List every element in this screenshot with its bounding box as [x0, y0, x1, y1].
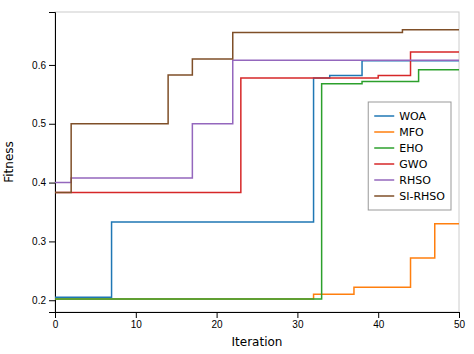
x-tick-mark	[297, 312, 298, 318]
x-axis: 0 10 20 30 40 50	[53, 312, 466, 330]
y-tick: 0.2	[32, 295, 55, 306]
legend-label: GWO	[399, 158, 427, 171]
y-tick-mark	[49, 124, 55, 125]
legend-entry: EHO	[374, 142, 423, 155]
legend-label: RHSO	[399, 174, 431, 187]
lines	[55, 30, 459, 299]
legend-label: MFO	[399, 126, 424, 139]
x-tick: 20	[212, 312, 224, 330]
x-tick: 40	[373, 312, 385, 330]
legend-label: EHO	[399, 142, 423, 155]
legend-swatch	[374, 131, 394, 133]
legend-swatch	[374, 115, 394, 117]
legend-swatch	[374, 179, 394, 181]
y-tick-mark	[49, 300, 55, 301]
x-tick: 30	[292, 312, 304, 330]
y-tick-label: 0.4	[32, 177, 46, 188]
x-tick-mark	[217, 312, 218, 318]
legend: WOA MFO EHO GWO RHSO SI-RHSO	[368, 102, 451, 210]
x-tick: 10	[131, 312, 143, 330]
y-tick: 0.6	[32, 60, 55, 71]
series-line	[55, 70, 459, 299]
series-line	[55, 30, 459, 193]
legend-label: WOA	[399, 110, 426, 123]
y-tick-label: 0.6	[32, 60, 46, 71]
legend-swatch	[374, 195, 394, 197]
x-axis-title: Iteration	[232, 335, 283, 349]
plot: 0 10 20 30 40 50 0.2 0.3 0.4 0.5 0.6 Iteration Fitne…	[2, 12, 465, 349]
x-tick-mark	[459, 312, 460, 318]
y-tick-mark	[49, 65, 55, 66]
y-tick: 0.3	[32, 236, 55, 247]
legend-entry: RHSO	[374, 174, 431, 187]
x-tick-label: 30	[292, 319, 304, 330]
y-axis: 0.2 0.3 0.4 0.5 0.6	[32, 13, 55, 313]
y-tick: 0.4	[32, 177, 55, 188]
x-tick-label: 20	[212, 319, 224, 330]
plot-frame	[55, 12, 459, 312]
x-tick-mark	[136, 312, 137, 318]
y-axis-title: Fitness	[2, 141, 16, 183]
x-tick: 50	[454, 312, 466, 330]
legend-entry: GWO	[374, 158, 427, 171]
x-tick-mark	[378, 312, 379, 318]
x-tick-label: 50	[454, 319, 466, 330]
legend-entry: WOA	[374, 110, 426, 123]
legend-entry: MFO	[374, 126, 424, 139]
y-tick-mark	[49, 241, 55, 242]
x-tick-label: 0	[53, 319, 59, 330]
legend-box	[368, 102, 451, 210]
x-axis-line	[56, 313, 460, 319]
legend-swatch	[374, 147, 394, 149]
x-tick: 0	[53, 312, 59, 330]
x-tick-label: 10	[131, 319, 143, 330]
y-tick-label: 0.3	[32, 236, 46, 247]
x-tick-label: 40	[373, 319, 385, 330]
chart: 0 10 20 30 40 50 0.2 0.3 0.4 0.5 0.6 Iteration Fitne…	[0, 0, 474, 354]
y-tick-label: 0.5	[32, 118, 46, 129]
legend-entry: SI-RHSO	[374, 190, 445, 203]
legend-label: SI-RHSO	[399, 190, 445, 203]
series-line	[55, 224, 459, 299]
legend-swatch	[374, 163, 394, 165]
series-line	[55, 61, 459, 297]
y-tick-mark	[49, 183, 55, 184]
y-axis-line	[49, 13, 56, 313]
y-tick-label: 0.2	[32, 295, 46, 306]
series-line	[55, 60, 459, 182]
y-tick: 0.5	[32, 118, 55, 129]
